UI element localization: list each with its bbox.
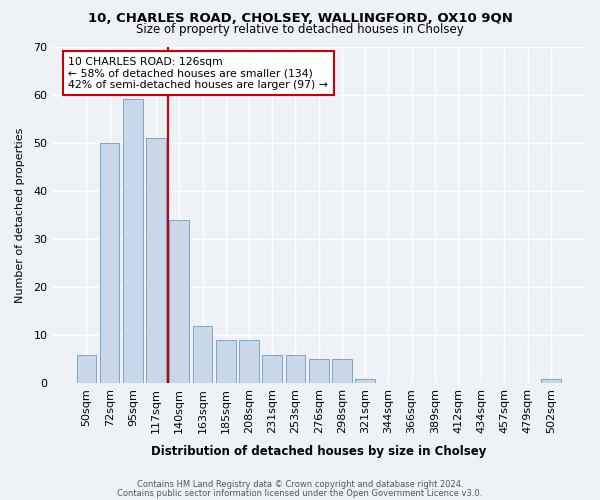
Bar xyxy=(541,378,561,384)
Text: 10 CHARLES ROAD: 126sqm
← 58% of detached houses are smaller (134)
42% of semi-d: 10 CHARLES ROAD: 126sqm ← 58% of detache… xyxy=(68,56,328,90)
Bar xyxy=(100,143,119,384)
Text: Size of property relative to detached houses in Cholsey: Size of property relative to detached ho… xyxy=(136,22,464,36)
Bar xyxy=(239,340,259,384)
Bar xyxy=(262,354,282,384)
Text: 10, CHARLES ROAD, CHOLSEY, WALLINGFORD, OX10 9QN: 10, CHARLES ROAD, CHOLSEY, WALLINGFORD, … xyxy=(88,12,512,26)
Bar xyxy=(169,220,189,384)
Text: Contains public sector information licensed under the Open Government Licence v3: Contains public sector information licen… xyxy=(118,488,482,498)
Bar xyxy=(355,378,375,384)
Bar xyxy=(286,354,305,384)
X-axis label: Distribution of detached houses by size in Cholsey: Distribution of detached houses by size … xyxy=(151,444,487,458)
Text: Contains HM Land Registry data © Crown copyright and database right 2024.: Contains HM Land Registry data © Crown c… xyxy=(137,480,463,489)
Bar xyxy=(146,138,166,384)
Bar xyxy=(216,340,236,384)
Y-axis label: Number of detached properties: Number of detached properties xyxy=(15,128,25,302)
Bar xyxy=(309,360,329,384)
Bar xyxy=(332,360,352,384)
Bar xyxy=(193,326,212,384)
Bar xyxy=(123,100,143,384)
Bar xyxy=(77,354,96,384)
